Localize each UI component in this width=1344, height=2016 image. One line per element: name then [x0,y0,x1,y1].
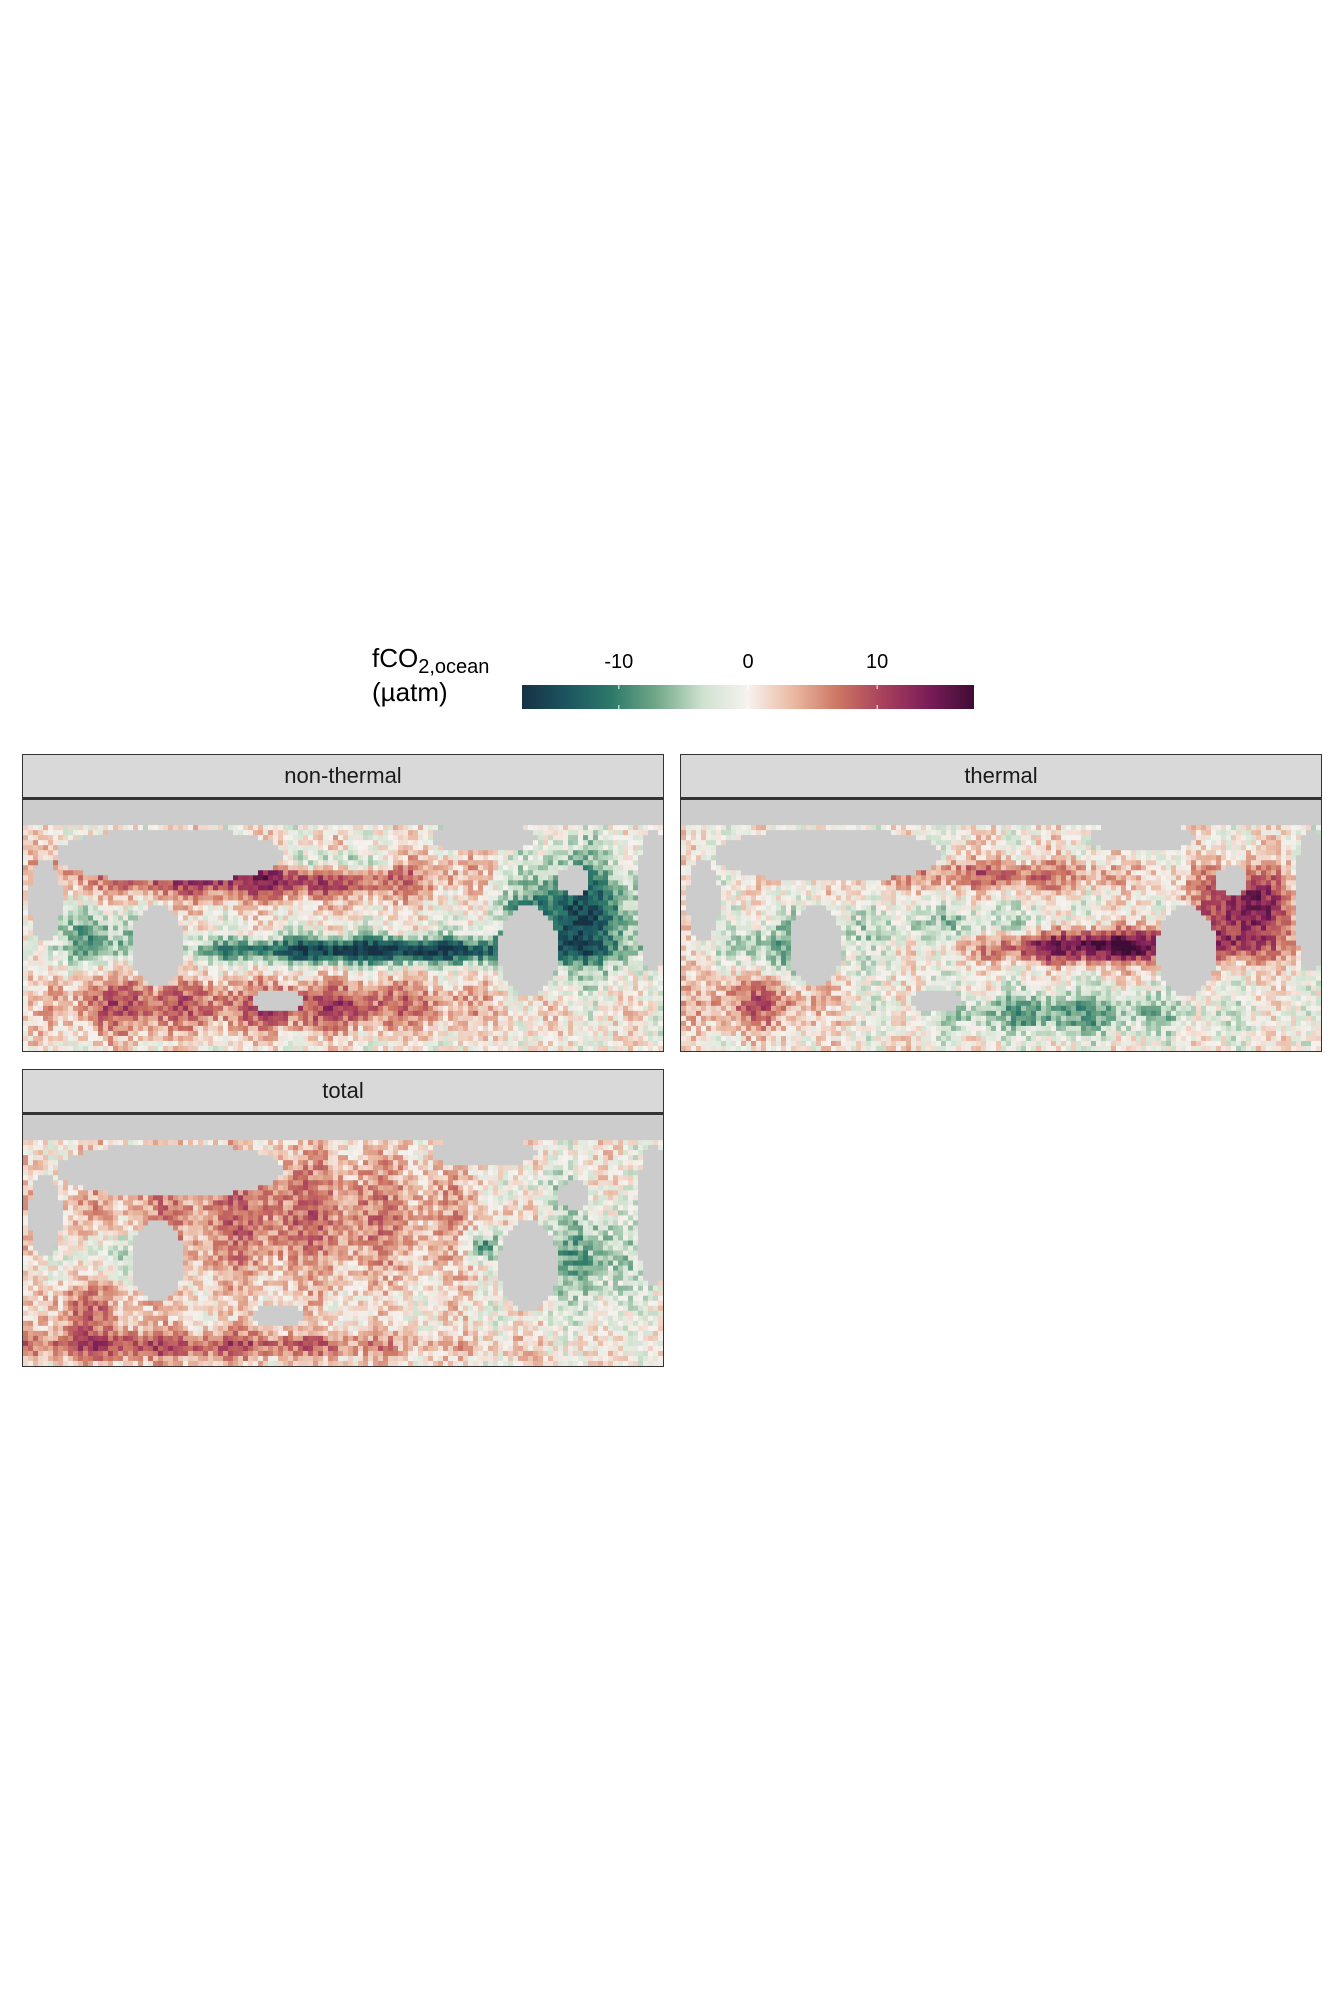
map-non-thermal [22,798,664,1052]
colorbar-tick-label: 10 [866,651,889,673]
map-raster [23,800,663,1051]
facet-strip-label: total [22,1069,664,1113]
facet-strip-label: non-thermal [22,754,664,798]
colorbar [522,685,974,709]
map-raster [23,1115,663,1366]
map-raster [681,800,1321,1051]
map-thermal [680,798,1322,1052]
legend-title: fCO2,ocean [372,643,490,678]
colorbar-tick-label: -10 [604,651,634,673]
facet-strip-label: thermal [680,754,1322,798]
legend-unit: (µatm) [372,677,448,707]
map-total [22,1113,664,1367]
colorbar-tick-label: 0 [742,651,754,673]
colorbar-legend: fCO2,ocean (µatm) -10 0 10 [372,643,982,715]
